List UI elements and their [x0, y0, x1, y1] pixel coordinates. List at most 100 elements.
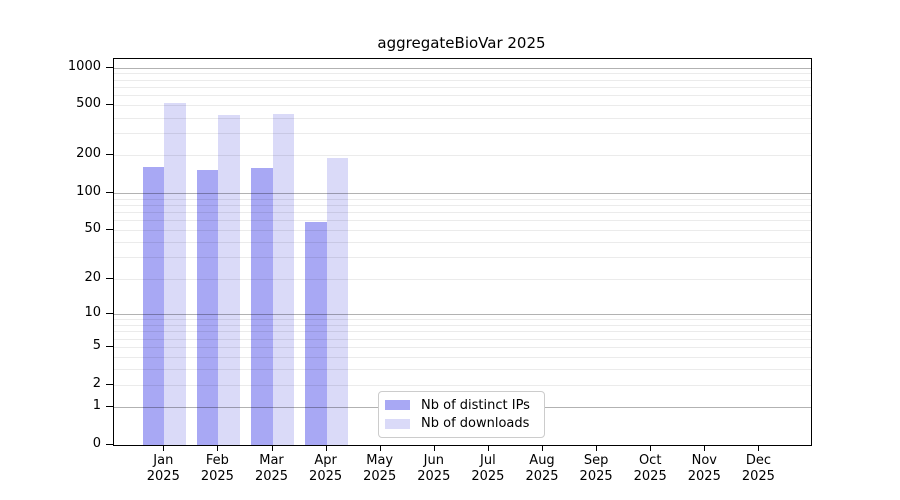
x-tick-year: 2025	[579, 468, 613, 484]
gridline-minor	[114, 198, 811, 200]
x-tick-label: Jan 2025	[131, 453, 195, 484]
x-tick-mark	[434, 445, 435, 451]
x-tick-label: Oct 2025	[618, 453, 682, 484]
x-tick-month: Dec	[745, 453, 771, 468]
gridline-minor	[114, 384, 811, 386]
gridline-major	[114, 192, 811, 194]
gridline-minor	[114, 117, 811, 119]
y-tick-label: 100	[76, 183, 101, 199]
y-tick-mark	[106, 278, 113, 279]
bar-distinct-ips	[142, 166, 165, 445]
x-tick-year: 2025	[254, 468, 289, 484]
gridline-minor	[114, 338, 811, 340]
y-tick-label: 2	[92, 375, 101, 391]
x-tick-month: Jun	[423, 453, 444, 468]
legend-item-distinct-ips: Nb of distinct IPs	[385, 396, 536, 415]
x-tick-mark	[217, 445, 218, 451]
bar-distinct-ips	[251, 168, 273, 445]
x-tick-month: Apr	[314, 453, 337, 468]
gridline-major	[114, 67, 811, 69]
legend-swatch-downloads-icon	[385, 418, 410, 429]
x-tick-year: 2025	[417, 468, 451, 484]
x-tick-month: May	[366, 453, 394, 468]
x-tick-year: 2025	[687, 468, 721, 484]
bar-downloads	[218, 114, 240, 445]
x-tick-month: Aug	[529, 453, 555, 468]
gridline-minor	[114, 133, 811, 135]
x-tick-mark	[488, 445, 489, 451]
x-tick-label: Nov 2025	[672, 453, 736, 484]
gridline-minor	[114, 95, 811, 97]
x-tick-year: 2025	[200, 468, 234, 484]
x-tick-label: Sep 2025	[564, 453, 628, 484]
x-tick-label: Mar 2025	[240, 453, 304, 484]
bar-distinct-ips	[196, 170, 219, 445]
bar-downloads	[272, 114, 294, 445]
bars-layer	[114, 59, 811, 445]
gridline-minor	[114, 73, 811, 75]
x-tick-month: Jan	[153, 453, 174, 468]
x-tick-mark	[380, 445, 381, 451]
chart-title: aggregateBioVar 2025	[377, 34, 546, 52]
gridline-minor	[114, 230, 811, 232]
x-tick-year: 2025	[146, 468, 180, 484]
x-tick-month: Oct	[638, 453, 662, 468]
gridline-minor	[114, 105, 811, 107]
x-tick-mark	[163, 445, 164, 451]
x-tick-month: Sep	[583, 453, 609, 468]
x-tick-year: 2025	[741, 468, 775, 484]
x-tick-label: Jun 2025	[402, 453, 466, 484]
x-tick-month: Feb	[205, 453, 229, 468]
gridline-minor	[114, 242, 811, 244]
y-tick-label: 1000	[67, 58, 101, 74]
y-tick-mark	[106, 444, 113, 445]
plot-area	[113, 58, 812, 446]
x-tick-label: Feb 2025	[185, 453, 249, 484]
x-tick-label: Dec 2025	[726, 453, 790, 484]
y-tick-label: 500	[76, 96, 101, 112]
x-tick-month: Nov	[691, 453, 717, 468]
y-tick-mark	[106, 406, 113, 407]
gridline-minor	[114, 357, 811, 359]
gridline-minor	[114, 347, 811, 349]
y-tick-label: 10	[84, 305, 101, 320]
x-tick-label: Aug 2025	[510, 453, 574, 484]
y-tick-mark	[106, 313, 113, 314]
gridline-minor	[114, 331, 811, 333]
gridline-minor	[114, 79, 811, 81]
x-tick-month: Jul	[480, 453, 496, 468]
legend-item-downloads: Nb of downloads	[385, 415, 536, 434]
gridline-minor	[114, 204, 811, 206]
legend: Nb of distinct IPs Nb of downloads	[378, 391, 545, 438]
y-tick-label: 0	[92, 436, 101, 451]
x-tick-year: 2025	[309, 468, 343, 484]
bar-downloads	[326, 157, 349, 445]
x-tick-label: Apr 2025	[294, 453, 358, 484]
x-tick-mark	[542, 445, 543, 451]
x-tick-year: 2025	[525, 468, 559, 484]
y-tick-mark	[106, 229, 113, 230]
x-tick-mark	[272, 445, 273, 451]
x-tick-month: Mar	[259, 453, 284, 468]
x-tick-label: May 2025	[348, 453, 412, 484]
legend-label-downloads: Nb of downloads	[421, 416, 530, 432]
bar-distinct-ips	[305, 222, 327, 445]
y-tick-label: 5	[92, 338, 101, 354]
y-tick-mark	[106, 192, 113, 193]
gridline-minor	[114, 220, 811, 222]
x-tick-mark	[326, 445, 327, 451]
y-tick-mark	[106, 154, 113, 155]
y-tick-label: 1	[92, 398, 101, 414]
y-tick-label: 50	[84, 221, 101, 237]
bar-downloads	[164, 102, 186, 445]
gridline-minor	[114, 324, 811, 326]
x-tick-year: 2025	[471, 468, 505, 484]
y-tick-mark	[106, 346, 113, 347]
legend-label-distinct-ips: Nb of distinct IPs	[421, 397, 530, 413]
gridline-minor	[114, 319, 811, 321]
y-tick-label: 20	[84, 269, 101, 285]
gridline-minor	[114, 155, 811, 157]
x-tick-year: 2025	[633, 468, 667, 484]
y-tick-label: 200	[76, 146, 101, 162]
